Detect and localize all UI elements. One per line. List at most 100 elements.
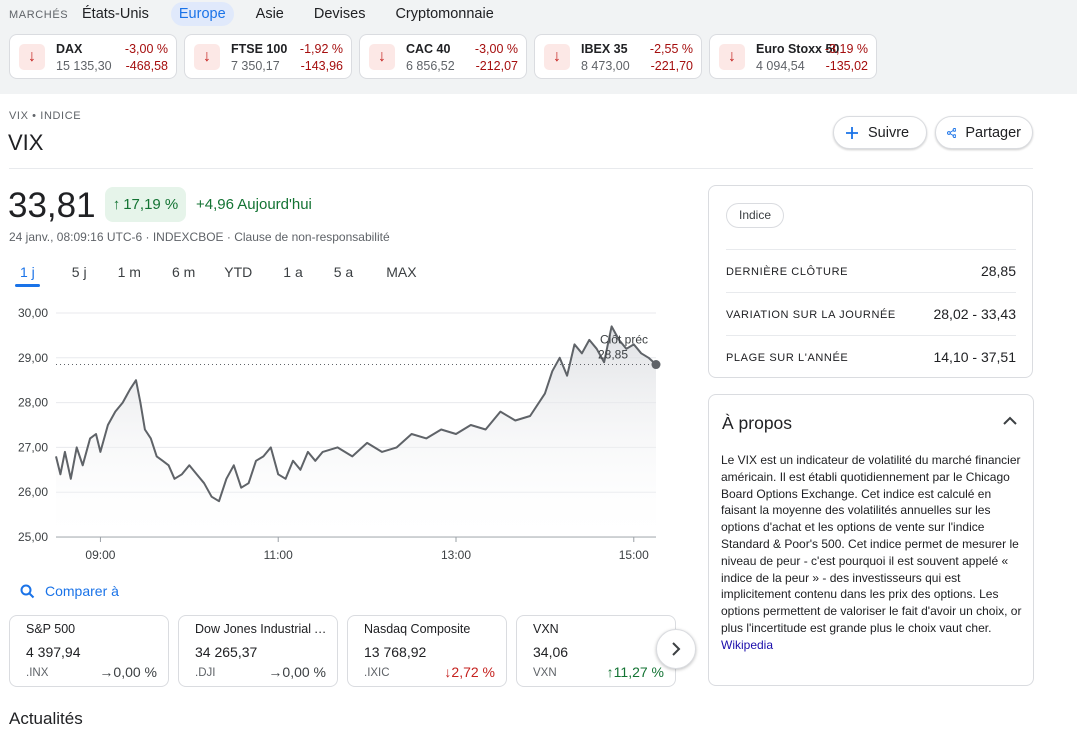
header-divider	[9, 168, 1033, 169]
share-icon	[947, 127, 957, 138]
stat-value: 14,10 - 37,51	[933, 349, 1016, 365]
ticker-name: IBEX 35	[581, 42, 628, 56]
range-1y[interactable]: 1 a	[283, 264, 303, 280]
y-tick-label: 28,00	[18, 396, 48, 410]
stat-row-year-range: PLAGE SUR L'ANNÉE 14,10 - 37,51	[726, 335, 1016, 378]
page-title: VIX	[8, 130, 44, 155]
previous-close-label: Clôt préc	[600, 333, 648, 347]
x-tick-label: 09:00	[85, 548, 115, 562]
stat-value: 28,85	[980, 263, 1016, 279]
y-tick-label: 27,00	[18, 440, 48, 454]
y-tick-label: 25,00	[18, 530, 48, 544]
wikipedia-link[interactable]: Wikipedia	[721, 637, 774, 652]
ticker-name: FTSE 100	[231, 42, 288, 56]
range-5d[interactable]: 5 j	[71, 264, 87, 280]
compare-card-sp500[interactable]: S&P 500 4 397,94 .INX →0,00 %	[9, 615, 169, 687]
about-text: Le VIX est un indicateur de volatilité d…	[721, 452, 1023, 654]
y-tick-label: 29,00	[18, 351, 48, 365]
ticker-card-dax[interactable]: ↓ DAX 15 135,30 -3,00 % -468,58	[9, 34, 177, 79]
compare-change: ↓2,72 %	[444, 664, 495, 680]
ticker-price: 15 135,30	[56, 59, 112, 73]
arrow-down-icon: ↓	[544, 44, 570, 70]
compare-button[interactable]: Comparer à	[20, 583, 119, 599]
price-chart[interactable]: Clôt préc 28,85 25,00 26,00 27,00 28,00 29,0…	[0, 295, 680, 570]
ticker-name: Euro Stoxx 50	[756, 42, 840, 56]
about-panel: À propos Le VIX est un indicateur de vol…	[708, 394, 1034, 686]
compare-name: Dow Jones Industrial A...	[195, 622, 332, 636]
markets-label: MARCHÉS	[9, 9, 69, 21]
ticker-change: -468,58	[125, 59, 168, 73]
ticker-percent: -3,00 %	[474, 42, 518, 56]
follow-button[interactable]: Suivre	[833, 116, 927, 149]
ticker-percent: -3,19 %	[824, 42, 868, 56]
range-1d[interactable]: 1 j	[15, 264, 40, 287]
ticker-card-ftse-100[interactable]: ↓ FTSE 100 7 350,17 -1,92 % -143,96	[184, 34, 352, 79]
x-tick-label: 15:00	[619, 548, 649, 562]
ticker-card-euro-stoxx-50[interactable]: ↓ Euro Stoxx 50 4 094,54 -3,19 % -135,02	[709, 34, 877, 79]
ticker-price: 7 350,17	[231, 59, 280, 73]
range-6m[interactable]: 6 m	[171, 264, 196, 280]
quote-meta: 24 janv., 08:09:16 UTC-6 · INDEXCBOE · C…	[9, 230, 390, 244]
x-tick-label: 11:00	[264, 548, 293, 562]
compare-change: →0,00 %	[99, 664, 157, 680]
range-1m[interactable]: 1 m	[117, 264, 141, 280]
compare-change: ↑11,27 %	[606, 664, 664, 680]
ticker-change: -143,96	[300, 59, 343, 73]
tab-etats-unis[interactable]: États-Unis	[82, 6, 149, 22]
ticker-name: DAX	[56, 42, 83, 56]
compare-cards: S&P 500 4 397,94 .INX →0,00 % Dow Jones …	[9, 615, 676, 687]
follow-label: Suivre	[868, 124, 910, 141]
tab-cryptomonnaie[interactable]: Cryptomonnaie	[395, 6, 494, 22]
compare-card-nasdaq[interactable]: Nasdaq Composite 13 768,92 .IXIC ↓2,72 %	[347, 615, 507, 687]
range-ytd[interactable]: YTD	[224, 264, 253, 280]
x-tick-label: 13:00	[441, 548, 471, 562]
ticker-change: -212,07	[475, 59, 518, 73]
percent-change: 17,19 %	[123, 196, 179, 213]
ticker-list: ↓ DAX 15 135,30 -3,00 % -468,58 ↓ FTSE 1…	[9, 34, 877, 79]
ticker-card-cac-40[interactable]: ↓ CAC 40 6 856,52 -3,00 % -212,07	[359, 34, 527, 79]
tab-europe[interactable]: Europe	[170, 2, 234, 26]
ticker-card-ibex-35[interactable]: ↓ IBEX 35 8 473,00 -2,55 % -221,70	[534, 34, 702, 79]
ticker-name: CAC 40	[406, 42, 451, 56]
compare-name: Nasdaq Composite	[364, 622, 471, 636]
compare-symbol: .DJI	[195, 667, 216, 679]
range-5y[interactable]: 5 a	[333, 264, 354, 280]
percent-change-badge: ↑ 17,19 %	[105, 187, 186, 222]
arrow-down-icon: ↓	[719, 44, 745, 70]
range-max[interactable]: MAX	[386, 264, 417, 280]
next-button[interactable]	[656, 629, 696, 669]
stat-label: DERNIÈRE CLÔTURE	[726, 266, 849, 278]
stat-label: VARIATION SUR LA JOURNÉE	[726, 309, 896, 321]
stat-row-day-range: VARIATION SUR LA JOURNÉE 28,02 - 33,43	[726, 292, 1016, 335]
compare-value: 4 397,94	[26, 644, 81, 660]
range-tabs: 1 j 5 j 1 m 6 m YTD 1 a 5 a MAX	[15, 264, 417, 287]
compare-label: Comparer à	[45, 583, 119, 599]
compare-card-vxn[interactable]: VXN 34,06 VXN ↑11,27 %	[516, 615, 676, 687]
tab-asie[interactable]: Asie	[255, 6, 284, 22]
ticker-percent: -3,00 %	[124, 42, 168, 56]
compare-change: →0,00 %	[268, 664, 326, 680]
previous-close-value: 28,85	[598, 348, 628, 362]
y-tick-label: 30,00	[18, 306, 48, 320]
search-icon	[20, 584, 35, 598]
y-tick-label: 26,00	[18, 485, 48, 499]
arrow-up-icon: ↑	[112, 196, 121, 213]
ticker-change: -135,02	[825, 59, 868, 73]
arrow-down-icon: ↓	[19, 44, 45, 70]
ticker-price: 8 473,00	[581, 59, 630, 73]
breadcrumb: VIX • INDICE	[9, 110, 82, 122]
compare-name: S&P 500	[26, 622, 76, 636]
share-button[interactable]: Partager	[935, 116, 1033, 149]
tab-devises[interactable]: Devises	[313, 6, 366, 22]
price-area	[56, 326, 656, 537]
current-price: 33,81	[8, 186, 96, 225]
ticker-percent: -1,92 %	[299, 42, 343, 56]
compare-card-dow-jones[interactable]: Dow Jones Industrial A... 34 265,37 .DJI…	[178, 615, 338, 687]
compare-value: 13 768,92	[364, 644, 427, 660]
compare-symbol: VXN	[533, 667, 557, 679]
about-description: Le VIX est un indicateur de volatilité d…	[721, 453, 1022, 635]
ticker-price: 4 094,54	[756, 59, 805, 73]
chevron-up-icon[interactable]	[1003, 416, 1017, 425]
type-chip: Indice	[726, 203, 785, 228]
last-price-dot	[651, 360, 661, 370]
